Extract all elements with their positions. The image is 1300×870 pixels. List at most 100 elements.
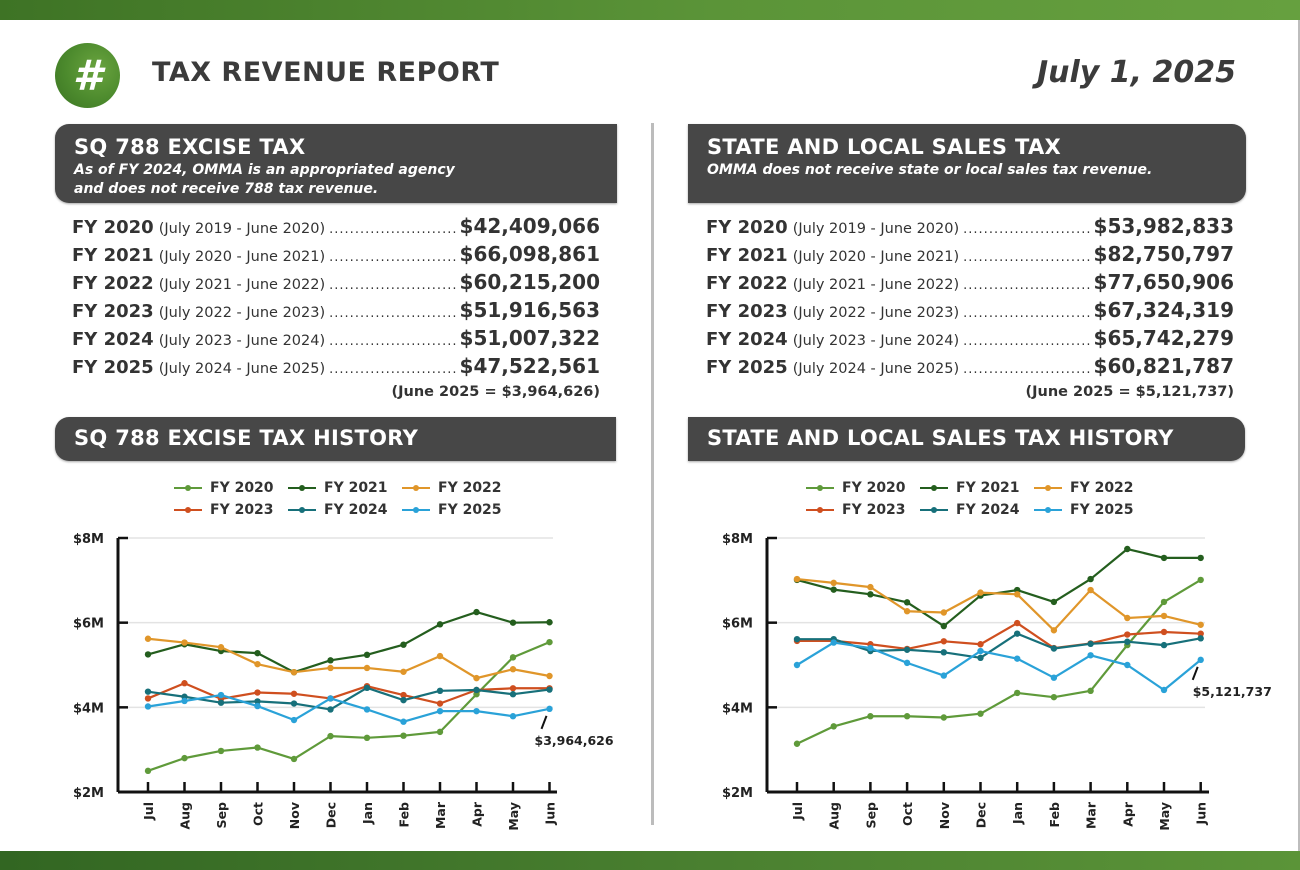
series-fy-2024 (144, 684, 553, 713)
dot-leader (963, 334, 1091, 349)
data-point (290, 755, 298, 763)
legend-swatch-icon (806, 506, 834, 513)
legend-label: FY 2020 (210, 480, 274, 496)
fy-label: FY 2025 (72, 357, 154, 378)
data-point (436, 707, 444, 715)
excise-history-title: SQ 788 EXCISE TAX HISTORY (74, 426, 419, 450)
data-point (546, 705, 553, 713)
legend-item: FY 2021 (288, 479, 402, 497)
report-date: July 1, 2025 (1036, 55, 1236, 90)
data-point (509, 666, 517, 673)
data-point (363, 651, 371, 659)
legend-swatch-icon (288, 484, 316, 491)
fy-amount: $51,916,563 (459, 298, 600, 322)
june-note: (June 2025 = $3,964,626) (391, 384, 600, 400)
legend-label: FY 2025 (438, 502, 502, 518)
revenue-row: FY 2024(July 2023 - June 2024) $65,742,27… (706, 326, 1234, 354)
fy-amount: $42,409,066 (459, 214, 600, 238)
data-point (327, 732, 334, 740)
fy-label: FY 2023 (706, 301, 788, 322)
legend-item: FY 2023 (174, 501, 288, 519)
legend-swatch-icon (402, 484, 430, 491)
legend-swatch-icon (920, 506, 948, 513)
legend-item: FY 2023 (806, 501, 920, 519)
revenue-row: FY 2024(July 2023 - June 2024) $51,007,32… (72, 326, 600, 354)
data-point (363, 734, 371, 742)
fy-period: (July 2023 - June 2024) (158, 333, 326, 349)
y-tick-label: $8M (73, 532, 104, 547)
legend-swatch-icon (402, 506, 430, 513)
y-tick-label: $4M (73, 701, 104, 716)
data-point (144, 635, 152, 642)
data-point (144, 688, 152, 695)
revenue-row: FY 2021(July 2020 - June 2021) $82,750,79… (706, 242, 1234, 270)
legend-item: FY 2021 (920, 479, 1034, 497)
data-point (509, 685, 517, 692)
revenue-row: FY 2022(July 2021 - June 2022) $60,215,20… (72, 270, 600, 298)
data-point (181, 680, 188, 687)
data-point (436, 700, 444, 707)
legend-label: FY 2020 (842, 480, 906, 496)
x-tick-label: Sep (214, 802, 229, 828)
legend-item: FY 2022 (1034, 479, 1148, 497)
data-point (144, 695, 152, 702)
fy-period: (July 2021 - June 2022) (792, 277, 960, 293)
legend-label: FY 2022 (438, 480, 502, 496)
excise-subtitle-line2: and does not receive 788 tax revenue. (74, 181, 379, 197)
fy-label: FY 2023 (72, 301, 154, 322)
series-line (147, 641, 550, 772)
fy-period: (July 2024 - June 2025) (792, 361, 960, 377)
data-point (217, 699, 225, 706)
fy-label: FY 2025 (706, 357, 788, 378)
column-divider (651, 123, 654, 825)
data-point (473, 707, 480, 715)
sales-history-title: STATE AND LOCAL SALES TAX HISTORY (707, 426, 1174, 450)
sales-chart-legend: FY 2020 FY 2021 FY 2022 FY 2023 FY 2024 FY 20… (806, 479, 1148, 519)
x-tick-label: May (506, 802, 521, 831)
fy-period: (July 2022 - June 2023) (158, 305, 326, 321)
x-tick-label: Nov (287, 802, 302, 829)
fy-period: (July 2023 - June 2024) (792, 333, 960, 349)
data-point (144, 767, 152, 775)
legend-item: FY 2024 (920, 501, 1034, 519)
legend-swatch-icon (174, 506, 202, 513)
fy-period: (July 2019 - June 2020) (792, 221, 960, 237)
legend-item: FY 2025 (1034, 501, 1148, 519)
data-point (400, 732, 407, 739)
legend-swatch-icon (920, 484, 948, 491)
legend-swatch-icon (1034, 484, 1062, 491)
fy-label: FY 2020 (706, 217, 788, 238)
excise-title: SQ 788 EXCISE TAX (74, 135, 306, 159)
x-tick-label: Oct (251, 802, 266, 826)
fy-amount: $51,007,322 (459, 326, 600, 350)
sales-title: STATE AND LOCAL SALES TAX (707, 135, 1062, 159)
fy-period: (July 2020 - June 2021) (792, 249, 960, 265)
legend-label: FY 2024 (956, 502, 1020, 518)
data-point (436, 728, 444, 736)
bottom-banner (0, 851, 1300, 870)
data-point (400, 691, 407, 699)
data-point (363, 706, 371, 713)
fy-label: FY 2022 (72, 273, 154, 294)
dot-leader (963, 222, 1091, 237)
data-point (546, 672, 553, 680)
fy-amount: $77,650,906 (1093, 270, 1234, 294)
data-point (217, 691, 225, 699)
x-tick-label: Jan (360, 802, 375, 825)
data-point (254, 660, 261, 668)
dot-leader (963, 362, 1091, 377)
data-point (400, 668, 407, 675)
dot-leader (963, 278, 1091, 293)
legend-label: FY 2021 (324, 480, 388, 496)
legend-item: FY 2020 (174, 479, 288, 497)
data-point (217, 747, 225, 755)
legend-item: FY 2024 (288, 501, 402, 519)
sales-header: STATE AND LOCAL SALES TAX OMMA does not … (688, 124, 1246, 203)
series-line (147, 693, 550, 723)
hash-icon: # (55, 43, 120, 108)
fy-amount: $60,821,787 (1093, 354, 1234, 378)
data-point (546, 686, 553, 693)
data-point (254, 649, 261, 657)
legend-label: FY 2021 (956, 480, 1020, 496)
excise-history-header: SQ 788 EXCISE TAX HISTORY (55, 417, 616, 461)
